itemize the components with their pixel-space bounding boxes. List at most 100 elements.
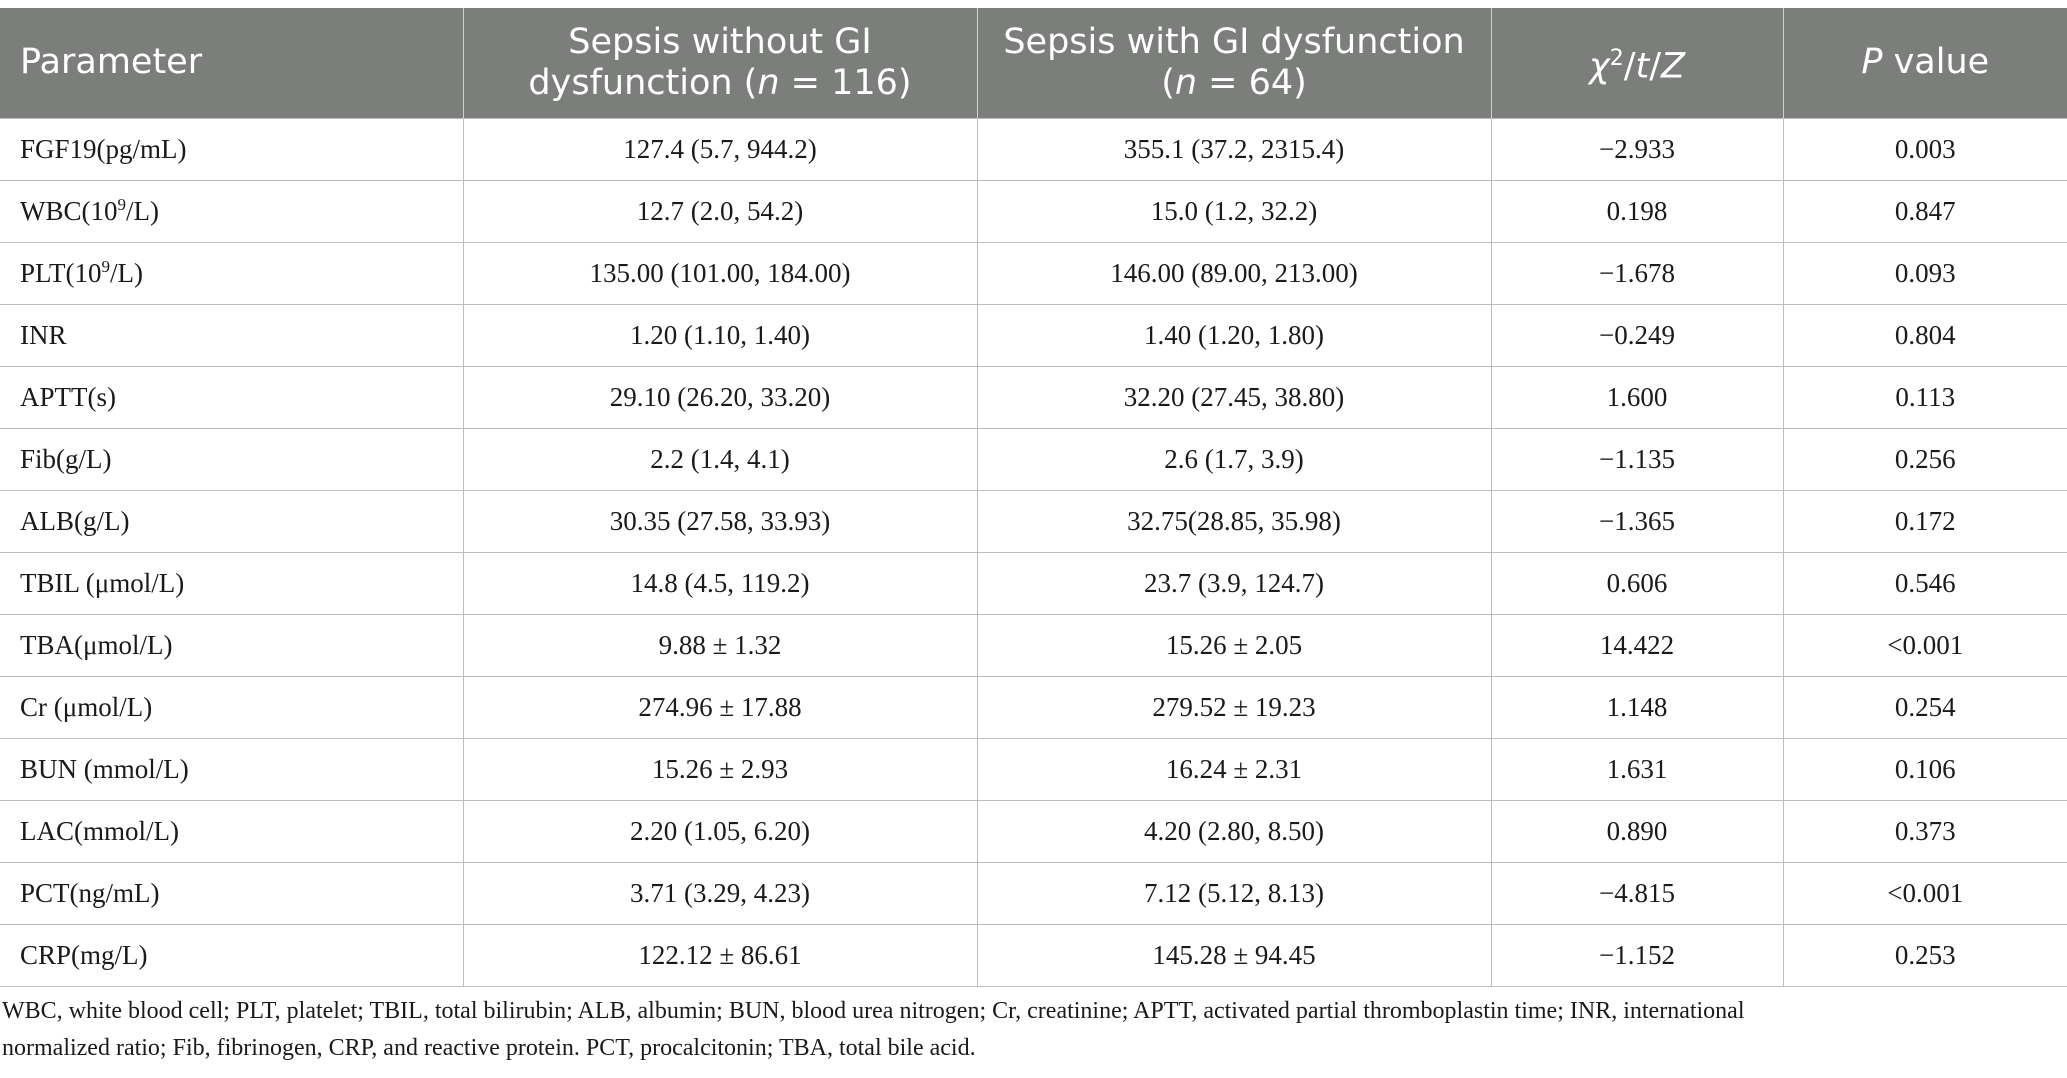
cell-parameter: TBIL (μmol/L) — [0, 551, 464, 615]
cell-parameter: BUN (mmol/L) — [0, 737, 464, 801]
cell-p-value: 0.804 — [1782, 303, 2067, 367]
parameter-name: APTT(s) — [20, 381, 116, 412]
cell-parameter: PCT(ng/mL) — [0, 861, 464, 925]
cell-parameter: Fib(g/L) — [0, 427, 464, 491]
cell-sepsis-with-gi: 279.52 ± 19.23 — [976, 675, 1492, 739]
cell-statistic: −4.815 — [1490, 861, 1784, 925]
cell-sepsis-without-gi: 15.26 ± 2.93 — [462, 737, 978, 801]
table-footnote: WBC, white blood cell; PLT, platelet; TB… — [2, 993, 2042, 1067]
parameter-name: PCT(ng/mL) — [20, 877, 160, 908]
cell-p-value: 0.254 — [1782, 675, 2067, 739]
cell-statistic: −1.152 — [1490, 923, 1784, 987]
cell-p-value: 0.172 — [1782, 489, 2067, 553]
parameter-name: TBIL (μmol/L) — [20, 567, 185, 598]
cell-parameter: LAC(mmol/L) — [0, 799, 464, 863]
header-g1-line2-pre: dysfunction ( — [528, 62, 758, 103]
cell-p-value: <0.001 — [1782, 861, 2067, 925]
header-g2-n-val: = 64) — [1197, 62, 1307, 103]
cell-sepsis-with-gi: 355.1 (37.2, 2315.4) — [976, 117, 1492, 181]
cell-sepsis-without-gi: 29.10 (26.20, 33.20) — [462, 365, 978, 429]
table-row: APTT(s) 29.10 (26.20, 33.20) 32.20 (27.45,… — [0, 365, 2067, 429]
cell-statistic: −2.933 — [1490, 117, 1784, 181]
parameter-name: INR — [20, 319, 67, 350]
cell-statistic: 1.631 — [1490, 737, 1784, 801]
table-row: PCT(ng/mL) 3.71 (3.29, 4.23) 7.12 (5.12, 8… — [0, 861, 2067, 925]
cell-p-value: 0.546 — [1782, 551, 2067, 615]
footnote-line-1: WBC, white blood cell; PLT, platelet; TB… — [2, 998, 1745, 1024]
table-body: FGF19(pg/mL) 127.4 (5.7, 944.2) 355.1 (37.… — [0, 117, 2067, 987]
parameter-superscript: 9 — [117, 195, 127, 214]
parameter-superscript: 9 — [101, 257, 111, 276]
cell-p-value: 0.253 — [1782, 923, 2067, 987]
parameter-name: PLT(10 — [20, 258, 102, 288]
parameter-name: TBA(μmol/L) — [20, 629, 173, 660]
header-row: Parameter Sepsis without GI dysfunction … — [0, 8, 2067, 118]
header-g1-n-var: n — [757, 62, 780, 103]
table-row: ALB(g/L) 30.35 (27.58, 33.93) 32.75(28.85,… — [0, 489, 2067, 553]
cell-sepsis-with-gi: 16.24 ± 2.31 — [976, 737, 1492, 801]
parameter-name: Fib(g/L) — [20, 443, 112, 474]
cell-statistic: 0.890 — [1490, 799, 1784, 863]
cell-parameter: Cr (μmol/L) — [0, 675, 464, 739]
header-sepsis-with-gi: Sepsis with GI dysfunction (n = 64) — [977, 8, 1492, 118]
cell-sepsis-with-gi: 146.00 (89.00, 213.00) — [976, 241, 1492, 305]
table-row: INR 1.20 (1.10, 1.40) 1.40 (1.20, 1.80) −0.… — [0, 303, 2067, 367]
cell-sepsis-without-gi: 9.88 ± 1.32 — [462, 613, 978, 677]
cell-statistic: −0.249 — [1490, 303, 1784, 367]
cell-sepsis-with-gi: 145.28 ± 94.45 — [976, 923, 1492, 987]
header-g2-n-var: n — [1174, 62, 1198, 103]
cell-sepsis-without-gi: 3.71 (3.29, 4.23) — [462, 861, 978, 925]
cell-sepsis-with-gi: 15.26 ± 2.05 — [976, 613, 1492, 677]
header-stat-z: Z — [1661, 46, 1686, 87]
cell-parameter: INR — [0, 303, 464, 367]
cell-sepsis-with-gi: 7.12 (5.12, 8.13) — [976, 861, 1492, 925]
parameter-name: LAC(mmol/L) — [20, 815, 179, 846]
table-row: CRP(mg/L) 122.12 ± 86.61 145.28 ± 94.45 −1.… — [0, 923, 2067, 987]
cell-sepsis-without-gi: 274.96 ± 17.88 — [462, 675, 978, 739]
table-row: PLT(109/L) 135.00 (101.00, 184.00) 146.00 … — [0, 241, 2067, 305]
header-stat-t: t — [1635, 46, 1650, 87]
cell-statistic: 0.198 — [1490, 179, 1784, 243]
cell-sepsis-without-gi: 135.00 (101.00, 184.00) — [462, 241, 978, 305]
header-p-value: P value — [1783, 8, 2067, 118]
parameter-name: CRP(mg/L) — [20, 939, 148, 970]
cell-parameter: TBA(μmol/L) — [0, 613, 464, 677]
header-stat-sup: 2 — [1609, 45, 1624, 71]
table-header: Parameter Sepsis without GI dysfunction … — [0, 8, 2067, 118]
cell-statistic: −1.365 — [1490, 489, 1784, 553]
cell-sepsis-with-gi: 1.40 (1.20, 1.80) — [976, 303, 1492, 367]
parameter-unit: /L) — [110, 258, 144, 288]
cell-statistic: −1.135 — [1490, 427, 1784, 491]
header-value: value — [1882, 42, 1990, 83]
cell-statistic: 0.606 — [1490, 551, 1784, 615]
header-g2-line1: Sepsis with GI dysfunction — [1003, 21, 1465, 62]
table-row: WBC(109/L) 12.7 (2.0, 54.2) 15.0 (1.2, 32.… — [0, 179, 2067, 243]
header-statistic: χ2/t/Z — [1491, 8, 1784, 118]
table-row: Fib(g/L) 2.2 (1.4, 4.1) 2.6 (1.7, 3.9) −1.1… — [0, 427, 2067, 491]
header-g2-line2-pre: ( — [1161, 62, 1175, 103]
cell-p-value: 0.113 — [1782, 365, 2067, 429]
table-row: TBIL (μmol/L) 14.8 (4.5, 119.2) 23.7 (3.9,… — [0, 551, 2067, 615]
table-row: LAC(mmol/L) 2.20 (1.05, 6.20) 4.20 (2.80, … — [0, 799, 2067, 863]
cell-sepsis-with-gi: 15.0 (1.2, 32.2) — [976, 179, 1492, 243]
cell-p-value: 0.847 — [1782, 179, 2067, 243]
header-g1-n-val: = 116) — [779, 62, 912, 103]
cell-statistic: −1.678 — [1490, 241, 1784, 305]
cell-p-value: 0.106 — [1782, 737, 2067, 801]
header-stat-slash2: / — [1649, 46, 1662, 87]
cell-sepsis-without-gi: 2.2 (1.4, 4.1) — [462, 427, 978, 491]
cell-p-value: 0.256 — [1782, 427, 2067, 491]
parameter-name: Cr (μmol/L) — [20, 691, 153, 722]
cell-sepsis-without-gi: 122.12 ± 86.61 — [462, 923, 978, 987]
cell-parameter: APTT(s) — [0, 365, 464, 429]
footnote-line-2: normalized ratio; Fib, fibrinogen, CRP, … — [2, 1035, 976, 1061]
parameter-name: ALB(g/L) — [20, 505, 130, 536]
cell-p-value: 0.003 — [1782, 117, 2067, 181]
cell-statistic: 1.600 — [1490, 365, 1784, 429]
table-row: FGF19(pg/mL) 127.4 (5.7, 944.2) 355.1 (37.… — [0, 117, 2067, 181]
cell-sepsis-with-gi: 32.20 (27.45, 38.80) — [976, 365, 1492, 429]
cell-sepsis-without-gi: 30.35 (27.58, 33.93) — [462, 489, 978, 553]
cell-statistic: 14.422 — [1490, 613, 1784, 677]
cell-sepsis-without-gi: 12.7 (2.0, 54.2) — [462, 179, 978, 243]
parameter-name: BUN (mmol/L) — [20, 753, 189, 784]
